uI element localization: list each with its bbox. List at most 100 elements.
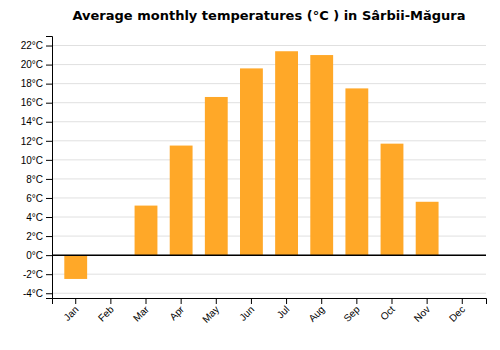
tick-mark (46, 179, 52, 180)
tick-mark (286, 298, 287, 304)
tick-label: 22°C (21, 40, 43, 51)
bar (416, 202, 439, 255)
tick-mark (46, 293, 52, 294)
tick-label: Jan (61, 304, 80, 323)
tick-mark (356, 298, 357, 304)
tick-label: 20°C (21, 59, 43, 70)
tick-mark (391, 298, 392, 304)
bar (345, 88, 368, 255)
tick-mark (46, 103, 52, 104)
tick-label: Feb (96, 303, 116, 323)
tick: May (200, 298, 221, 325)
tick-label: Aug (306, 304, 326, 324)
tick: Jun (237, 298, 256, 323)
tick-mark (146, 298, 147, 304)
grid-line (52, 121, 486, 122)
tick-mark (46, 217, 52, 218)
tick: 20°C (21, 59, 52, 70)
tick-mark (46, 198, 52, 199)
tick-label: -2°C (23, 269, 43, 280)
tick: Mar (131, 298, 151, 324)
tick-mark (46, 141, 52, 142)
tick: 14°C (21, 116, 52, 127)
tick-mark (46, 255, 52, 256)
zero-line (52, 254, 486, 256)
tick-label: 14°C (21, 116, 43, 127)
tick-mark (46, 236, 52, 237)
tick: 6°C (26, 193, 52, 204)
tick-label: Dec (447, 304, 467, 324)
tick: Aug (306, 298, 326, 324)
grid-line (52, 64, 486, 65)
tick: 8°C (26, 174, 52, 185)
bar (64, 255, 87, 279)
grid (52, 46, 486, 294)
grid-line (52, 102, 486, 103)
tick-mark (46, 65, 52, 66)
axis-line (46, 37, 53, 299)
grid-line (52, 274, 486, 275)
tick-label: 6°C (26, 193, 43, 204)
tick: Jan (61, 298, 80, 323)
tick: -4°C (23, 288, 52, 299)
grid-line (52, 159, 486, 160)
tick-label: Mar (131, 303, 151, 323)
tick-label: 0°C (26, 250, 43, 261)
tick: Nov (412, 298, 432, 324)
grid-line (52, 45, 486, 46)
tick-mark (46, 160, 52, 161)
tick: Oct (378, 298, 397, 322)
tick-mark (75, 298, 76, 304)
tick-mark (46, 274, 52, 275)
tick-label: May (200, 304, 221, 325)
title: Average monthly temperatures (°C ) in Sâ… (72, 8, 465, 23)
tick-mark (181, 298, 182, 304)
tick-label: -4°C (23, 288, 43, 299)
bar (170, 146, 193, 256)
grid-line (52, 293, 486, 294)
tick: Feb (96, 298, 116, 324)
tick: 18°C (21, 78, 52, 89)
grid-line (52, 140, 486, 141)
tick-mark (427, 298, 428, 304)
tick-mark (46, 46, 52, 47)
tick: 12°C (21, 136, 52, 147)
tick-label: 2°C (26, 231, 43, 242)
tick: Apr (167, 298, 186, 322)
bars (64, 51, 438, 279)
tick: Jul (275, 298, 292, 320)
tick: 0°C (26, 250, 52, 261)
tick-label: 16°C (21, 97, 43, 108)
tick-label: 12°C (21, 136, 43, 147)
tick: 16°C (21, 97, 52, 108)
tick-label: Jun (237, 304, 256, 323)
grid-line (52, 197, 486, 198)
tick: 2°C (26, 231, 52, 242)
bar (381, 144, 404, 255)
tick-label: Jul (275, 304, 292, 321)
tick: 10°C (21, 155, 52, 166)
tick: 4°C (26, 212, 52, 223)
tick-mark (46, 84, 52, 85)
tick-label: Oct (378, 304, 397, 323)
tick-label: 8°C (26, 174, 43, 185)
grid-line (52, 83, 486, 84)
grid-line (52, 255, 486, 256)
tick-label: Sep (341, 303, 362, 324)
x-axis: Jan Feb Mar Apr May Jun Jul Aug Sep Oct Nov Dec (53, 298, 487, 325)
tick-mark (251, 298, 252, 304)
bar (310, 55, 333, 255)
axis-line (53, 299, 487, 305)
tick-label: 18°C (21, 78, 43, 89)
tick: 22°C (21, 40, 52, 51)
bar (275, 51, 298, 255)
tick: Sep (341, 298, 362, 324)
tick: Dec (447, 298, 467, 324)
grid-line (52, 178, 486, 179)
bar (135, 206, 158, 256)
tick-mark (462, 298, 463, 304)
tick-mark (110, 298, 111, 304)
tick-label: 4°C (26, 212, 43, 223)
tick-label: 10°C (21, 155, 43, 166)
tick: -2°C (23, 269, 52, 280)
